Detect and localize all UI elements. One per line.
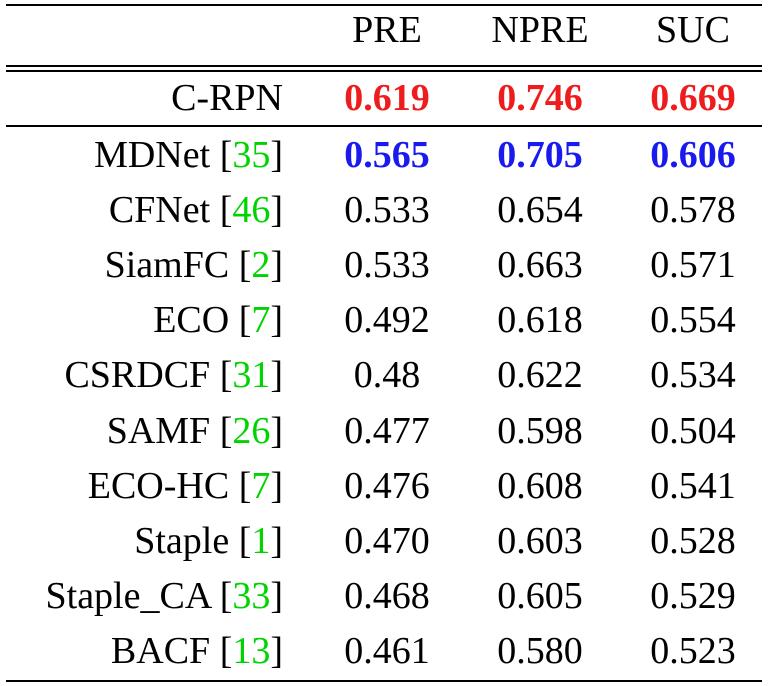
method-name: ECO-HC xyxy=(87,464,230,507)
method-name: CFNet xyxy=(108,189,211,232)
value-pre: 0.477 xyxy=(344,409,430,452)
table-row: Staple [1] 0.470 0.603 0.528 xyxy=(0,514,771,568)
value-npre: 0.603 xyxy=(497,519,583,562)
value-pre: 0.533 xyxy=(344,244,430,287)
value-npre: 0.705 xyxy=(497,134,583,176)
table-row: BACF [13] 0.461 0.580 0.523 xyxy=(0,624,771,678)
value-suc: 0.528 xyxy=(650,519,736,562)
value-suc: 0.606 xyxy=(650,134,736,176)
header-row: PRE NPRE SUC xyxy=(0,3,771,57)
citation-ref[interactable]: 31 xyxy=(232,354,271,397)
citation-ref[interactable]: 33 xyxy=(232,574,271,617)
citation-ref[interactable]: 46 xyxy=(232,189,271,232)
value-suc: 0.669 xyxy=(650,77,736,119)
value-suc: 0.504 xyxy=(650,409,736,452)
value-suc: 0.534 xyxy=(650,354,736,397)
value-suc: 0.541 xyxy=(650,464,736,507)
table-row: ECO-HC [7] 0.476 0.608 0.541 xyxy=(0,459,771,513)
value-npre: 0.580 xyxy=(497,629,583,672)
table-row: Staple_CA [33] 0.468 0.605 0.529 xyxy=(0,569,771,623)
method-name: C-RPN xyxy=(171,77,283,119)
method-name: BACF xyxy=(110,629,211,672)
method-cell: ECO [7] xyxy=(153,299,283,342)
method-name: MDNet xyxy=(94,134,211,176)
header-double-rule-bottom xyxy=(6,70,762,72)
value-suc: 0.571 xyxy=(650,244,736,287)
value-pre: 0.470 xyxy=(344,519,430,562)
table-row: SAMF [26] 0.477 0.598 0.504 xyxy=(0,404,771,458)
header-npre: NPRE xyxy=(491,9,589,51)
method-name: CSRDCF xyxy=(64,354,211,397)
citation-ref[interactable]: 7 xyxy=(251,299,271,342)
value-suc: 0.523 xyxy=(650,629,736,672)
method-cell: BACF [13] xyxy=(110,629,283,672)
citation-ref[interactable]: 2 xyxy=(251,244,271,287)
method-cell: CFNet [46] xyxy=(108,189,283,232)
top-rule xyxy=(6,4,762,6)
value-npre: 0.618 xyxy=(497,299,583,342)
value-pre: 0.468 xyxy=(344,574,430,617)
value-npre: 0.608 xyxy=(497,464,583,507)
value-pre: 0.492 xyxy=(344,299,430,342)
table-row: MDNet [35] 0.565 0.705 0.606 xyxy=(0,128,771,182)
table-row: CSRDCF [31] 0.48 0.622 0.534 xyxy=(0,348,771,402)
method-cell: ECO-HC [7] xyxy=(87,464,283,507)
citation-ref[interactable]: 13 xyxy=(232,629,271,672)
method-name: SiamFC xyxy=(104,244,230,287)
value-pre: 0.619 xyxy=(344,77,430,119)
header-suc: SUC xyxy=(656,9,730,51)
citation-ref[interactable]: 26 xyxy=(232,409,271,452)
value-suc: 0.529 xyxy=(650,574,736,617)
value-pre: 0.48 xyxy=(353,354,421,397)
best-row: C-RPN 0.619 0.746 0.669 xyxy=(0,71,771,125)
value-npre: 0.654 xyxy=(497,189,583,232)
table-row: CFNet [46] 0.533 0.654 0.578 xyxy=(0,183,771,237)
value-pre: 0.533 xyxy=(344,189,430,232)
value-npre: 0.622 xyxy=(497,354,583,397)
method-cell: SAMF [26] xyxy=(106,409,283,452)
method-name: ECO xyxy=(153,299,230,342)
citation-ref[interactable]: 1 xyxy=(251,519,271,562)
citation-ref[interactable]: 35 xyxy=(232,134,271,176)
value-npre: 0.746 xyxy=(497,77,583,119)
table-row: SiamFC [2] 0.533 0.663 0.571 xyxy=(0,238,771,292)
method-cell: Staple [1] xyxy=(134,519,283,562)
method-cell: Staple_CA [33] xyxy=(45,574,284,617)
header-double-rule-top xyxy=(6,65,762,67)
value-pre: 0.565 xyxy=(344,134,430,176)
value-suc: 0.578 xyxy=(650,189,736,232)
method-name: SAMF xyxy=(106,409,211,452)
separator-rule xyxy=(6,125,762,127)
method-cell: MDNet [35] xyxy=(94,134,283,176)
table-row: ECO [7] 0.492 0.618 0.554 xyxy=(0,293,771,347)
value-pre: 0.461 xyxy=(344,629,430,672)
method-cell: SiamFC [2] xyxy=(104,244,283,287)
value-npre: 0.663 xyxy=(497,244,583,287)
method-name: Staple_CA xyxy=(45,574,211,617)
value-npre: 0.605 xyxy=(497,574,583,617)
header-pre: PRE xyxy=(352,9,422,51)
citation-ref[interactable]: 7 xyxy=(251,464,271,507)
value-suc: 0.554 xyxy=(650,299,736,342)
method-name: Staple xyxy=(134,519,230,562)
bottom-rule xyxy=(6,680,762,682)
value-pre: 0.476 xyxy=(344,464,430,507)
value-npre: 0.598 xyxy=(497,409,583,452)
method-cell: CSRDCF [31] xyxy=(64,354,283,397)
